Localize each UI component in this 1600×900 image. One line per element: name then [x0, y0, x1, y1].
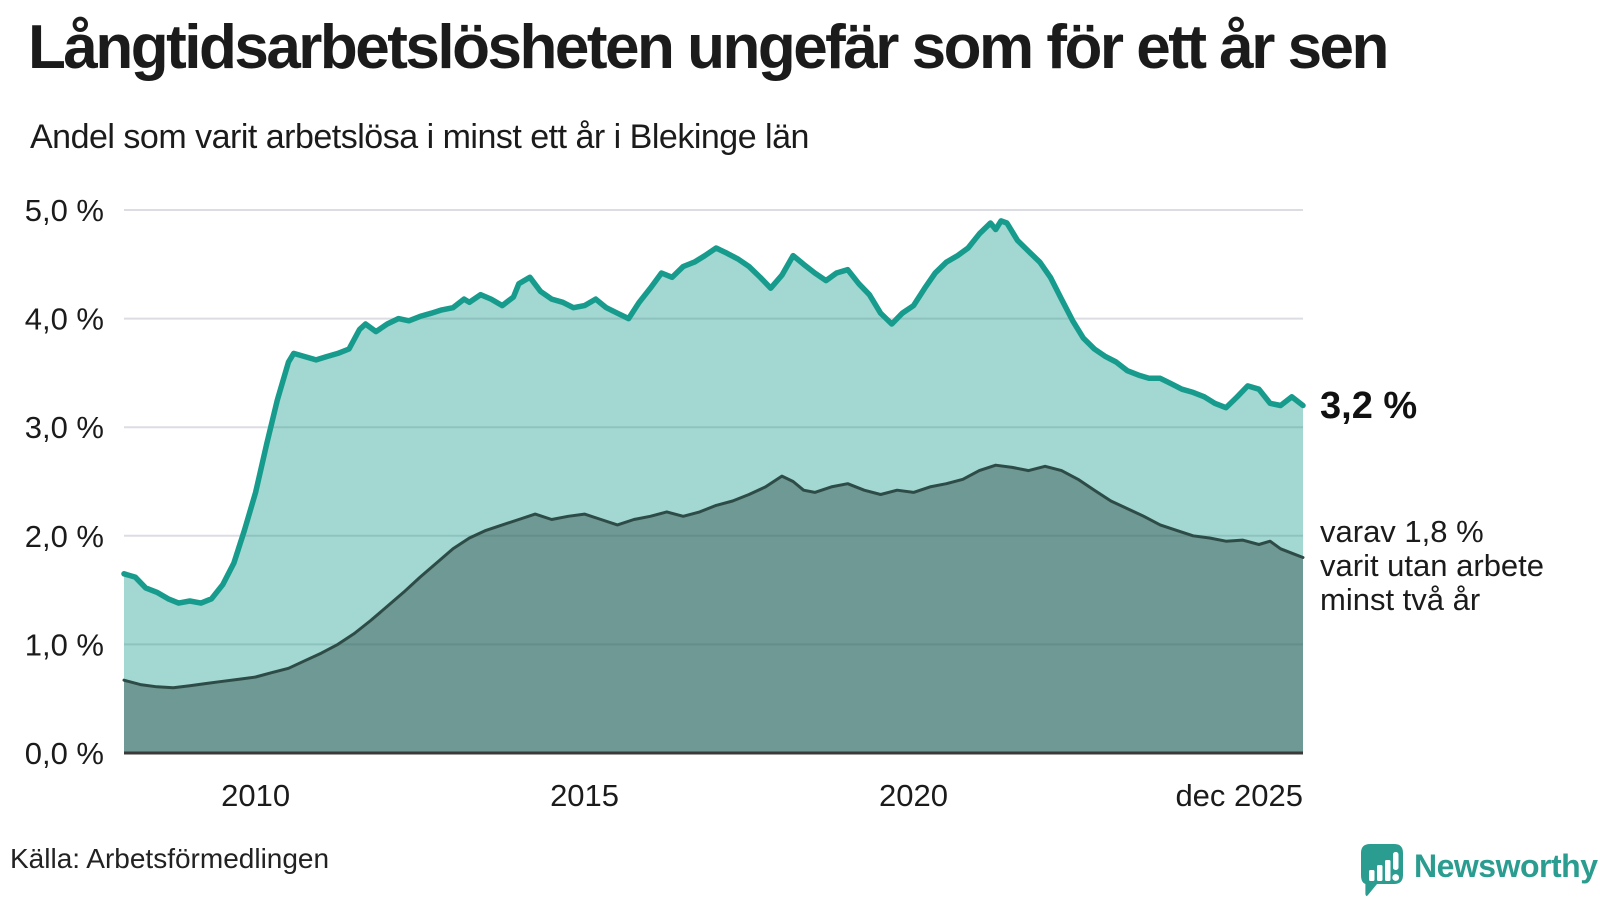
newsworthy-wordmark: Newsworthy	[1414, 848, 1598, 884]
area-min-two-years	[124, 465, 1303, 753]
page-subtitle: Andel som varit arbetslösa i minst ett å…	[30, 118, 809, 156]
x-tick-label: 2010	[221, 778, 290, 813]
secondary-note-line-2: varit utan arbete	[1320, 548, 1544, 583]
latest-value-label: 3,2 %	[1320, 385, 1417, 427]
area-min-one-year	[124, 220, 1303, 753]
y-tick-label: 3,0 %	[25, 410, 104, 445]
x-tick-label: 2020	[879, 778, 948, 813]
y-tick-label: 2,0 %	[25, 519, 104, 554]
y-tick-label: 4,0 %	[25, 302, 104, 337]
newsworthy-logo: Newsworthy	[1352, 840, 1598, 900]
newsworthy-bubble-chart-icon	[1361, 844, 1403, 897]
line-min-two-years	[122, 463, 1305, 690]
series-lines	[121, 218, 1306, 690]
y-tick-label: 0,0 %	[25, 736, 104, 771]
page-title: Långtidsarbetslösheten ungefär som för e…	[28, 13, 1389, 82]
x-tick-label: 2015	[550, 778, 619, 813]
y-axis-labels: 0,0 % 1,0 % 2,0 % 3,0 % 4,0 % 5,0 %	[25, 193, 104, 771]
series-fills	[124, 220, 1303, 753]
x-axis-labels: 2010 2015 2020 dec 2025	[221, 778, 1303, 813]
secondary-note-line-3: minst två år	[1320, 582, 1480, 617]
source-note: Källa: Arbetsförmedlingen	[10, 843, 330, 874]
line-min-one-year	[121, 218, 1306, 606]
x-tick-label: dec 2025	[1175, 778, 1303, 813]
y-tick-label: 1,0 %	[25, 627, 104, 662]
y-tick-label: 5,0 %	[25, 193, 104, 228]
gridlines	[124, 209, 1303, 646]
secondary-note-line-1: varav 1,8 %	[1320, 514, 1484, 549]
